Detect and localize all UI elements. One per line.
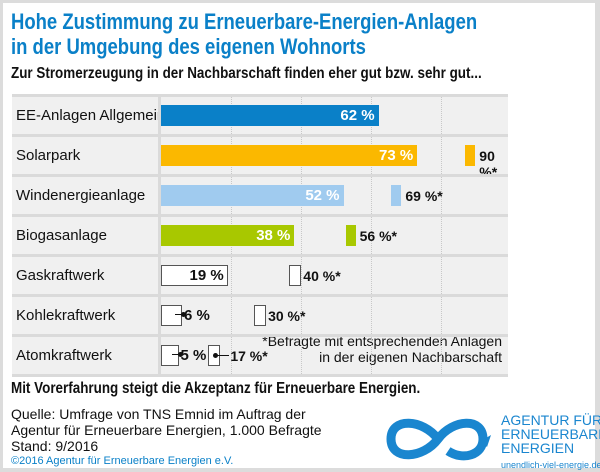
comparison-value-label: 56 %*	[359, 228, 397, 244]
chart-bottom-border	[12, 374, 508, 377]
leader-line	[175, 314, 186, 315]
bar	[161, 225, 295, 246]
category-label: Windenergieanlage	[16, 187, 146, 204]
comparison-marker	[254, 305, 267, 326]
logo-line-1: AGENTUR FÜR	[501, 412, 600, 428]
page-title: Hohe Zustimmung zu Erneuerbare-Energien-…	[11, 9, 566, 59]
category-label: EE-Anlagen Allgemein	[16, 107, 166, 124]
category-label: Kohlekraftwerk	[16, 307, 116, 324]
bar-value-label: 5 %	[180, 347, 207, 364]
logo-line-3: ENERGIEN	[501, 440, 575, 456]
leader-line	[215, 355, 230, 356]
chart-row: Windenergieanlage 52 % 69 %*	[12, 174, 508, 215]
source-line-2: Agentur für Erneuerbare Energien, 1.000 …	[11, 422, 322, 438]
chart-row: Kohlekraftwerk 6 % 30 %*	[12, 294, 508, 335]
footnote-line-2: in der eigenen Nachbarschaft	[319, 349, 502, 365]
bar	[161, 345, 183, 366]
chart-row: Gaskraftwerk 19 % 40 %*	[12, 254, 508, 295]
title-line-2: in der Umgebung des eigenen Wohnorts	[11, 34, 366, 59]
bar	[161, 145, 418, 166]
footnote-line-1: *Befragte mit entsprechenden Anlagen	[262, 333, 502, 349]
bar	[161, 105, 379, 126]
category-label: Atomkraftwerk	[16, 347, 112, 364]
title-line-1: Hohe Zustimmung zu Erneuerbare-Energien-…	[11, 9, 478, 34]
gridline	[371, 94, 372, 374]
source-line-1: Quelle: Umfrage von TNS Emnid im Auftrag…	[11, 406, 306, 422]
headline-text: Mit Vorerfahrung steigt die Akzeptanz fü…	[11, 380, 421, 397]
comparison-marker	[465, 145, 476, 166]
subtitle-text: Zur Stromerzeugung in der Nachbarschaft …	[11, 65, 482, 82]
comparison-marker	[345, 225, 356, 246]
label-separator	[158, 94, 161, 377]
category-label: Biogasanlage	[16, 227, 107, 244]
infographic: Hohe Zustimmung zu Erneuerbare-Energien-…	[3, 3, 600, 470]
chart-row: Solarpark 73 % 90 %*	[12, 134, 508, 180]
bar	[161, 305, 187, 326]
bar-value-label: 73 %	[379, 147, 414, 164]
comparison-value-label: 40 %*	[303, 268, 341, 284]
copyright: ©2016 Agentur für Erneuerbare Energien e…	[11, 455, 234, 467]
comparison-value-label: 69 %*	[405, 188, 443, 204]
comparison-marker	[208, 345, 230, 366]
logo-url: unendlich-viel-energie.de	[501, 460, 600, 470]
bar-value-label: 62 %	[340, 107, 375, 124]
category-label: Solarpark	[16, 147, 81, 164]
bar-value-label: 52 %	[305, 187, 340, 204]
chart-row: Atomkraftwerk 5 % 17 %*	[12, 334, 508, 375]
logo-text: AGENTUR FÜR ERNEUERBARE ENERGIEN unendli…	[501, 413, 600, 472]
subtitle: Zur Stromerzeugung in der Nachbarschaft …	[11, 65, 571, 83]
headline: Mit Vorerfahrung steigt die Akzeptanz fü…	[11, 380, 498, 398]
chart-row: EE-Anlagen Allgemein 62 %	[12, 94, 508, 135]
comparison-marker	[391, 185, 402, 206]
leader-line	[171, 354, 182, 355]
gridline	[301, 94, 302, 374]
infinity-logo-icon	[386, 418, 491, 461]
category-label: Gaskraftwerk	[16, 267, 105, 284]
footnote: *Befragte mit entsprechenden Anlagen in …	[262, 333, 502, 365]
source-date: Stand: 9/2016	[11, 438, 99, 454]
comparison-value-label: 17 %*	[230, 348, 268, 364]
bar	[161, 185, 344, 206]
bar	[161, 265, 228, 286]
comparison-value-label: 30 %*	[268, 308, 306, 324]
bar-chart: *Befragte mit entsprechenden Anlagen in …	[12, 94, 508, 377]
chart-row: Biogasanlage 38 % 56 %*	[12, 214, 508, 255]
bar-value-label: 38 %	[256, 227, 291, 244]
logo-line-2: ERNEUERBARE	[501, 426, 600, 442]
bar-value-label: 19 %	[189, 267, 224, 284]
comparison-marker	[289, 265, 302, 286]
source: Quelle: Umfrage von TNS Emnid im Auftrag…	[11, 406, 322, 454]
gridline	[441, 94, 442, 374]
bar-value-label: 6 %	[184, 307, 210, 324]
